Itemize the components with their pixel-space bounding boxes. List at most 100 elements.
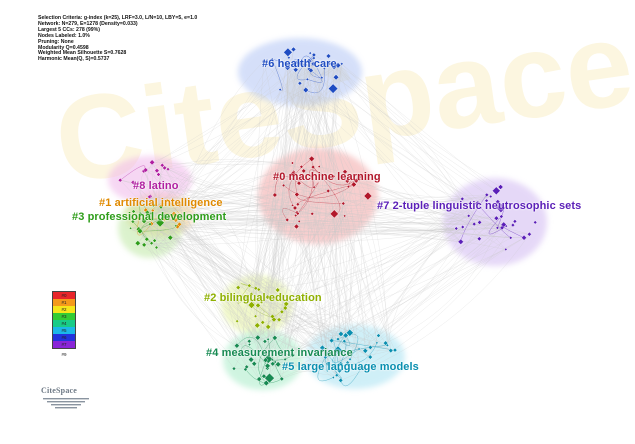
network-node[interactable] — [294, 191, 300, 198]
network-node[interactable] — [273, 360, 277, 364]
network-node[interactable] — [154, 245, 159, 250]
network-node[interactable] — [297, 81, 303, 86]
network-node[interactable] — [136, 228, 144, 235]
network-node[interactable] — [309, 174, 313, 179]
network-node[interactable] — [325, 361, 331, 367]
network-node[interactable] — [147, 194, 152, 200]
network-node[interactable] — [247, 342, 252, 347]
network-node[interactable] — [466, 213, 471, 218]
network-node[interactable] — [117, 177, 123, 183]
network-node[interactable] — [289, 170, 298, 179]
network-node[interactable] — [253, 314, 258, 319]
network-node[interactable] — [248, 356, 255, 363]
network-node[interactable] — [251, 360, 257, 367]
network-node[interactable] — [134, 240, 141, 247]
network-node[interactable] — [510, 222, 516, 228]
network-node[interactable] — [362, 365, 366, 370]
network-node[interactable] — [254, 322, 261, 329]
network-node[interactable] — [162, 165, 168, 171]
network-node[interactable] — [344, 178, 350, 184]
network-node[interactable] — [165, 215, 171, 220]
network-node[interactable] — [472, 221, 477, 227]
network-node[interactable] — [292, 205, 298, 211]
network-node[interactable] — [249, 291, 254, 297]
network-node[interactable] — [283, 47, 293, 57]
network-node[interactable] — [346, 184, 351, 189]
network-node[interactable] — [169, 211, 179, 221]
network-node[interactable] — [311, 52, 317, 58]
network-node[interactable] — [337, 361, 344, 367]
network-node[interactable] — [331, 64, 337, 70]
network-node[interactable] — [164, 198, 170, 204]
cluster-label-6[interactable]: #6 health care — [262, 58, 337, 70]
network-node[interactable] — [499, 214, 504, 219]
network-node[interactable] — [476, 236, 482, 242]
network-node[interactable] — [130, 219, 136, 224]
network-node[interactable] — [159, 162, 165, 168]
network-node[interactable] — [148, 211, 153, 216]
network-node[interactable] — [137, 211, 144, 218]
network-node[interactable] — [161, 213, 168, 220]
network-node[interactable] — [290, 46, 297, 53]
network-node[interactable] — [306, 58, 313, 65]
network-node[interactable] — [271, 316, 277, 323]
network-node[interactable] — [290, 161, 295, 165]
network-node[interactable] — [293, 213, 298, 218]
network-node[interactable] — [328, 337, 335, 344]
network-node[interactable] — [129, 226, 133, 230]
network-node[interactable] — [141, 242, 147, 248]
network-node[interactable] — [178, 203, 182, 207]
network-node[interactable] — [259, 300, 264, 305]
network-node[interactable] — [149, 241, 154, 246]
network-node[interactable] — [474, 200, 480, 207]
network-node[interactable] — [150, 202, 157, 208]
network-node[interactable] — [155, 218, 165, 228]
network-node[interactable] — [320, 76, 324, 80]
network-node[interactable] — [512, 219, 518, 224]
network-node[interactable] — [331, 375, 335, 380]
network-node[interactable] — [302, 86, 309, 94]
network-node[interactable] — [326, 351, 330, 355]
network-node[interactable] — [289, 352, 296, 358]
network-node[interactable] — [283, 357, 287, 362]
network-node[interactable] — [493, 215, 500, 221]
network-node[interactable] — [310, 211, 315, 216]
network-node[interactable] — [281, 183, 286, 188]
network-node[interactable] — [131, 209, 136, 214]
network-node[interactable] — [333, 345, 343, 355]
network-node[interactable] — [301, 168, 307, 174]
cluster-label-5[interactable]: #5 large language models — [282, 361, 419, 373]
network-node[interactable] — [290, 203, 295, 207]
network-node[interactable] — [270, 57, 274, 61]
network-node[interactable] — [292, 67, 299, 73]
network-node[interactable] — [329, 209, 339, 219]
network-node[interactable] — [343, 214, 347, 218]
network-node[interactable] — [338, 377, 344, 383]
network-node[interactable] — [454, 226, 459, 231]
network-node[interactable] — [527, 231, 532, 237]
network-node[interactable] — [141, 218, 148, 224]
network-node[interactable] — [283, 301, 290, 307]
network-node[interactable] — [260, 320, 266, 325]
network-node[interactable] — [457, 238, 464, 245]
network-node[interactable] — [484, 198, 489, 203]
network-node[interactable] — [334, 373, 339, 378]
network-node[interactable] — [152, 238, 157, 243]
network-node[interactable] — [484, 192, 489, 198]
network-node[interactable] — [244, 364, 250, 370]
network-node[interactable] — [264, 362, 271, 369]
network-node[interactable] — [492, 186, 501, 196]
network-node[interactable] — [278, 87, 282, 92]
network-node[interactable] — [275, 287, 281, 293]
cluster-label-2[interactable]: #2 bilingual education — [204, 292, 322, 304]
network-node[interactable] — [247, 301, 256, 309]
network-node[interactable] — [341, 201, 346, 206]
network-node[interactable] — [319, 344, 326, 351]
network-node[interactable] — [143, 167, 149, 173]
network-node[interactable] — [166, 167, 170, 172]
network-node[interactable] — [353, 177, 359, 184]
network-node[interactable] — [335, 337, 341, 342]
network-node[interactable] — [261, 58, 267, 64]
network-node[interactable] — [326, 176, 331, 180]
network-node[interactable] — [317, 164, 321, 169]
